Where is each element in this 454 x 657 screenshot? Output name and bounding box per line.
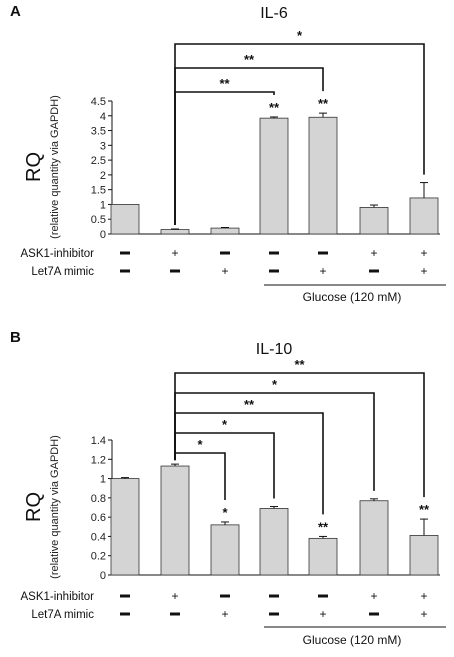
y-tick-label: 4.5 — [91, 96, 106, 108]
bar — [259, 117, 289, 235]
y-tick-label: 0 — [100, 570, 106, 582]
treatment-minus — [120, 269, 130, 273]
y-tick-label: 1 — [100, 199, 106, 211]
treatment-row-label: ASK1-inhibitor — [20, 248, 94, 260]
y-tick-label: 0.8 — [91, 493, 106, 505]
treatment-plus: + — [171, 246, 178, 260]
bar — [160, 465, 190, 576]
y-tick-label: 0.2 — [91, 551, 106, 563]
bar — [409, 197, 439, 235]
comparison-significance: ** — [219, 76, 230, 91]
bar-significance: * — [222, 505, 228, 520]
y-axis-label: RQ — [23, 152, 45, 182]
bar-significance: ** — [419, 502, 430, 517]
chart-title: IL-10 — [256, 341, 293, 358]
treatment-minus — [220, 251, 230, 255]
treatment-plus: + — [420, 589, 427, 603]
treatment-plus: + — [370, 589, 377, 603]
comparison-bracket — [174, 372, 425, 498]
y-tick-label: 0.6 — [91, 512, 106, 524]
panel-letter: A — [10, 3, 21, 20]
bar — [210, 227, 240, 235]
y-tick-label: 1 — [100, 474, 106, 486]
treatment-minus — [318, 251, 328, 255]
bar — [160, 229, 190, 235]
y-tick-label: 3 — [100, 140, 106, 152]
y-axis-sublabel: (relative quantity via GAPDH) — [49, 435, 61, 579]
comparison-bracket — [174, 412, 324, 515]
treatment-plus: + — [221, 607, 228, 621]
y-tick-label: 1.4 — [91, 435, 106, 447]
treatment-minus — [318, 594, 328, 598]
comparison-significance: ** — [244, 52, 255, 67]
treatment-minus — [369, 612, 379, 616]
y-tick-label: 2.5 — [91, 155, 106, 167]
y-tick-label: 0.4 — [91, 531, 106, 543]
y-tick-label: 0 — [100, 229, 106, 241]
comparison-significance: ** — [294, 357, 305, 372]
treatment-plus: + — [420, 264, 427, 278]
bar-significance: ** — [269, 100, 280, 115]
comparison-significance: * — [197, 437, 203, 452]
bar-significance: ** — [318, 96, 329, 111]
bar — [409, 535, 439, 576]
bar — [210, 524, 240, 576]
treatment-row-label: ASK1-inhibitor — [20, 591, 94, 603]
bar — [110, 478, 140, 576]
panel-letter: B — [10, 329, 21, 346]
y-tick-label: 0.5 — [91, 214, 106, 226]
y-tick-label: 1.5 — [91, 185, 106, 197]
treatment-minus — [269, 594, 279, 598]
treatment-minus — [120, 612, 130, 616]
treatment-plus: + — [171, 589, 178, 603]
bar-significance: ** — [318, 519, 329, 534]
treatment-plus: + — [420, 246, 427, 260]
y-axis-label: RQ — [23, 492, 45, 522]
y-tick-label: 4 — [100, 111, 106, 123]
bar — [259, 508, 289, 576]
treatment-minus — [120, 594, 130, 598]
comparison-bracket — [174, 43, 425, 225]
treatment-plus: + — [221, 264, 228, 278]
comparison-significance: * — [272, 377, 278, 392]
treatment-minus — [269, 612, 279, 616]
bar — [359, 206, 389, 235]
comparison-significance: * — [297, 28, 303, 43]
y-tick-label: 3.5 — [91, 126, 106, 138]
treatment-minus — [369, 269, 379, 273]
treatment-plus: + — [319, 607, 326, 621]
treatment-minus — [220, 594, 230, 598]
treatment-plus: + — [319, 264, 326, 278]
chart-title: IL-6 — [260, 5, 288, 22]
treatment-minus — [170, 612, 180, 616]
y-tick-label: 2 — [100, 170, 106, 182]
treatment-row-label: Let7A mimic — [31, 609, 94, 621]
treatment-minus — [120, 251, 130, 255]
bar — [308, 116, 338, 235]
bar — [359, 500, 389, 576]
treatment-minus — [170, 269, 180, 273]
treatment-row-label: Let7A mimic — [31, 266, 94, 278]
y-tick-label: 1.2 — [91, 454, 106, 466]
treatment-minus — [269, 269, 279, 273]
comparison-bracket — [174, 91, 275, 225]
treatment-plus: + — [420, 607, 427, 621]
bar — [308, 537, 338, 576]
comparison-significance: ** — [244, 397, 255, 412]
y-axis-sublabel: (relative quantity via GAPDH) — [49, 95, 61, 239]
glucose-group-label: Glucose (120 mM) — [303, 290, 402, 304]
treatment-plus: + — [370, 246, 377, 260]
bar — [110, 204, 140, 235]
glucose-group-label: Glucose (120 mM) — [303, 633, 402, 647]
comparison-significance: * — [222, 417, 228, 432]
treatment-minus — [269, 251, 279, 255]
